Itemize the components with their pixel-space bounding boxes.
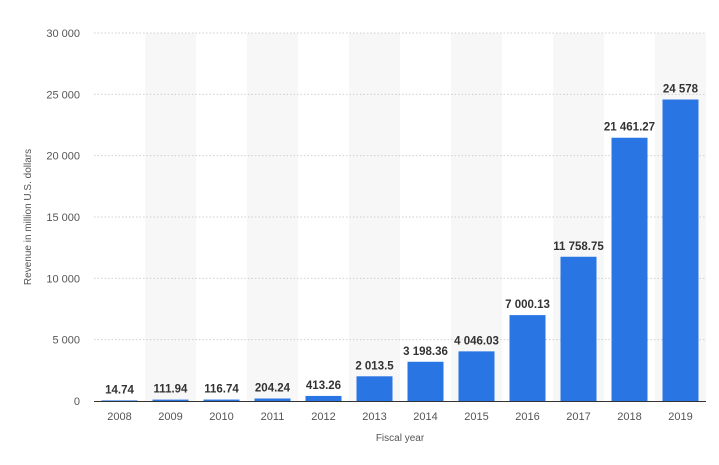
data-label-2010: 116.74 [204,384,239,396]
data-label-2018: 21 461.27 [604,122,655,134]
x-tick-label: 2016 [515,411,539,423]
y-tick-label: 5 000 [52,335,80,347]
data-label-2013: 2 013.5 [355,360,394,372]
y-tick-label: 0 [74,396,80,408]
data-label-2019: 24 578 [663,84,699,96]
x-tick-label: 2012 [311,411,335,423]
bar-2017[interactable] [560,256,597,401]
x-tick-label: 2008 [107,411,131,423]
bar-2009[interactable] [152,399,189,401]
x-tick-label: 2009 [158,411,182,423]
x-tick-label: 2017 [566,411,590,423]
bar-2012[interactable] [305,395,342,401]
y-tick-label: 30 000 [46,28,80,40]
bars [101,99,699,402]
data-label-2012: 413.26 [306,380,341,392]
bar-2011[interactable] [254,398,291,401]
x-tick-label: 2015 [464,411,488,423]
gridlines [94,32,706,341]
bar-2019[interactable] [662,99,699,402]
bar-2016[interactable] [509,315,546,401]
x-tick-label: 2018 [617,411,641,423]
x-tick-label: 2013 [362,411,386,423]
bar-2018[interactable] [611,137,648,401]
x-axis-ticks: 2008 2009 2010 2011 2012 2013 2014 2015 2016 2017… [107,411,692,423]
y-tick-label: 15 000 [46,212,80,224]
x-axis-title: Fiscal year [376,433,425,444]
y-tick-label: 20 000 [46,151,80,163]
data-label-2009: 111.94 [154,384,189,396]
y-axis-title: Revenue in million U.S. dollars [23,149,34,285]
y-axis-ticks: 0 5 000 10 000 15 000 20 000 25 000 30 000 [46,28,80,408]
bar-2014[interactable] [407,361,444,401]
bar-2008[interactable] [101,400,138,401]
data-label-2008: 14.74 [105,384,134,396]
x-tick-label: 2010 [209,411,233,423]
y-tick-label: 10 000 [46,273,80,285]
category-band [145,33,196,401]
data-label-2011: 204.24 [255,382,291,394]
data-label-2017: 11 758.75 [553,241,604,253]
data-label-2015: 4 046.03 [454,335,499,347]
x-tick-label: 2011 [261,411,285,423]
bar-2013[interactable] [356,376,393,401]
bar-2010[interactable] [203,399,240,401]
data-label-2016: 7 000.13 [505,299,550,311]
data-label-2014: 3 198.36 [403,346,448,358]
x-tick-label: 2019 [668,411,692,423]
x-tick-label: 2014 [413,411,437,423]
data-labels: 14.74 111.94 116.74 204.24 413.26 2 013.5 3 19… [105,84,699,397]
bar-2015[interactable] [458,351,495,401]
y-tick-label: 25 000 [46,89,80,101]
